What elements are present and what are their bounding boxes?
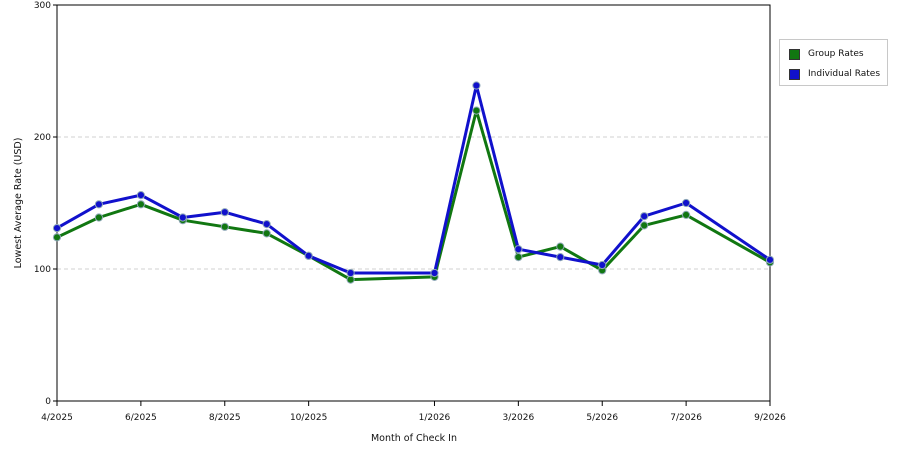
series-line-group-rates (56, 109, 771, 282)
data-point-group-rates-2-2026 (472, 106, 481, 115)
gridlines (57, 136, 770, 270)
data-point-individual-rates-9-2025 (262, 220, 271, 229)
x-axis: 4/2025 6/2025 8/2025 10/2025 1/2026 3/2026 5/2… (41, 401, 786, 423)
y-axis-title: Lowest Average Rate (USD) (13, 138, 24, 269)
legend: Group Rates Individual Rates (779, 39, 888, 86)
y-tick-label-300: 300 (34, 1, 51, 11)
series-lines (52, 81, 775, 284)
y-axis: 0 100 200 300 (34, 1, 57, 407)
data-point-group-rates-4-2025 (52, 233, 62, 242)
y-tick-label-200: 200 (34, 133, 51, 143)
data-point-individual-rates-2-2026 (472, 81, 481, 90)
data-point-individual-rates-7-2025 (178, 213, 187, 222)
data-point-individual-rates-7-2026 (682, 198, 691, 208)
data-point-group-rates-5-2025 (94, 213, 104, 222)
data-point-individual-rates-5-2026 (598, 260, 607, 270)
data-point-group-rates-3-2026 (514, 253, 523, 262)
x-tick-label-10-2025: 10/2025 (290, 413, 327, 423)
legend-item-individual-rates: Individual Rates (789, 67, 880, 81)
data-point-group-rates-7-2026 (682, 210, 691, 219)
data-point-group-rates-6-2026 (640, 221, 649, 230)
data-point-individual-rates-1-2026 (430, 268, 439, 278)
x-tick-label-7-2026: 7/2026 (670, 413, 702, 423)
legend-label-group-rates: Group Rates (808, 49, 864, 59)
data-point-individual-rates-10-2025 (304, 251, 313, 260)
data-point-individual-rates-5-2025 (94, 200, 104, 209)
x-tick-label-5-2026: 5/2026 (586, 413, 618, 423)
data-point-individual-rates-4-2025 (52, 224, 62, 233)
y-tick-label-0: 0 (45, 397, 51, 407)
data-point-group-rates-8-2025 (220, 222, 229, 231)
data-point-individual-rates-6-2025 (136, 191, 145, 200)
legend-swatch-group-rates (789, 48, 800, 60)
data-point-individual-rates-9-2026 (765, 255, 775, 264)
data-point-individual-rates-4-2026 (556, 253, 565, 262)
data-point-individual-rates-6-2026 (640, 212, 649, 221)
data-point-individual-rates-3-2026 (514, 245, 523, 254)
plot-area-frame (56, 4, 771, 402)
legend-label-individual-rates: Individual Rates (808, 69, 881, 79)
legend-item-group-rates: Group Rates (789, 47, 864, 61)
x-tick-label-1-2026: 1/2026 (419, 413, 451, 423)
data-point-group-rates-4-2026 (556, 242, 565, 251)
series-line-individual-rates (56, 84, 771, 275)
data-point-individual-rates-11-2025 (346, 268, 355, 278)
y-tick-label-100: 100 (34, 265, 51, 275)
legend-swatch-individual-rates (789, 68, 800, 80)
data-point-group-rates-6-2025 (136, 200, 145, 209)
x-tick-label-4-2025: 4/2025 (41, 413, 73, 423)
x-axis-title: Month of Check In (371, 433, 457, 444)
data-point-group-rates-9-2025 (262, 229, 271, 238)
x-tick-label-3-2026: 3/2026 (503, 413, 535, 423)
data-point-individual-rates-8-2025 (220, 208, 229, 217)
x-tick-label-8-2025: 8/2025 (209, 413, 241, 423)
x-tick-label-9-2026: 9/2026 (754, 413, 786, 423)
x-tick-label-6-2025: 6/2025 (125, 413, 157, 423)
